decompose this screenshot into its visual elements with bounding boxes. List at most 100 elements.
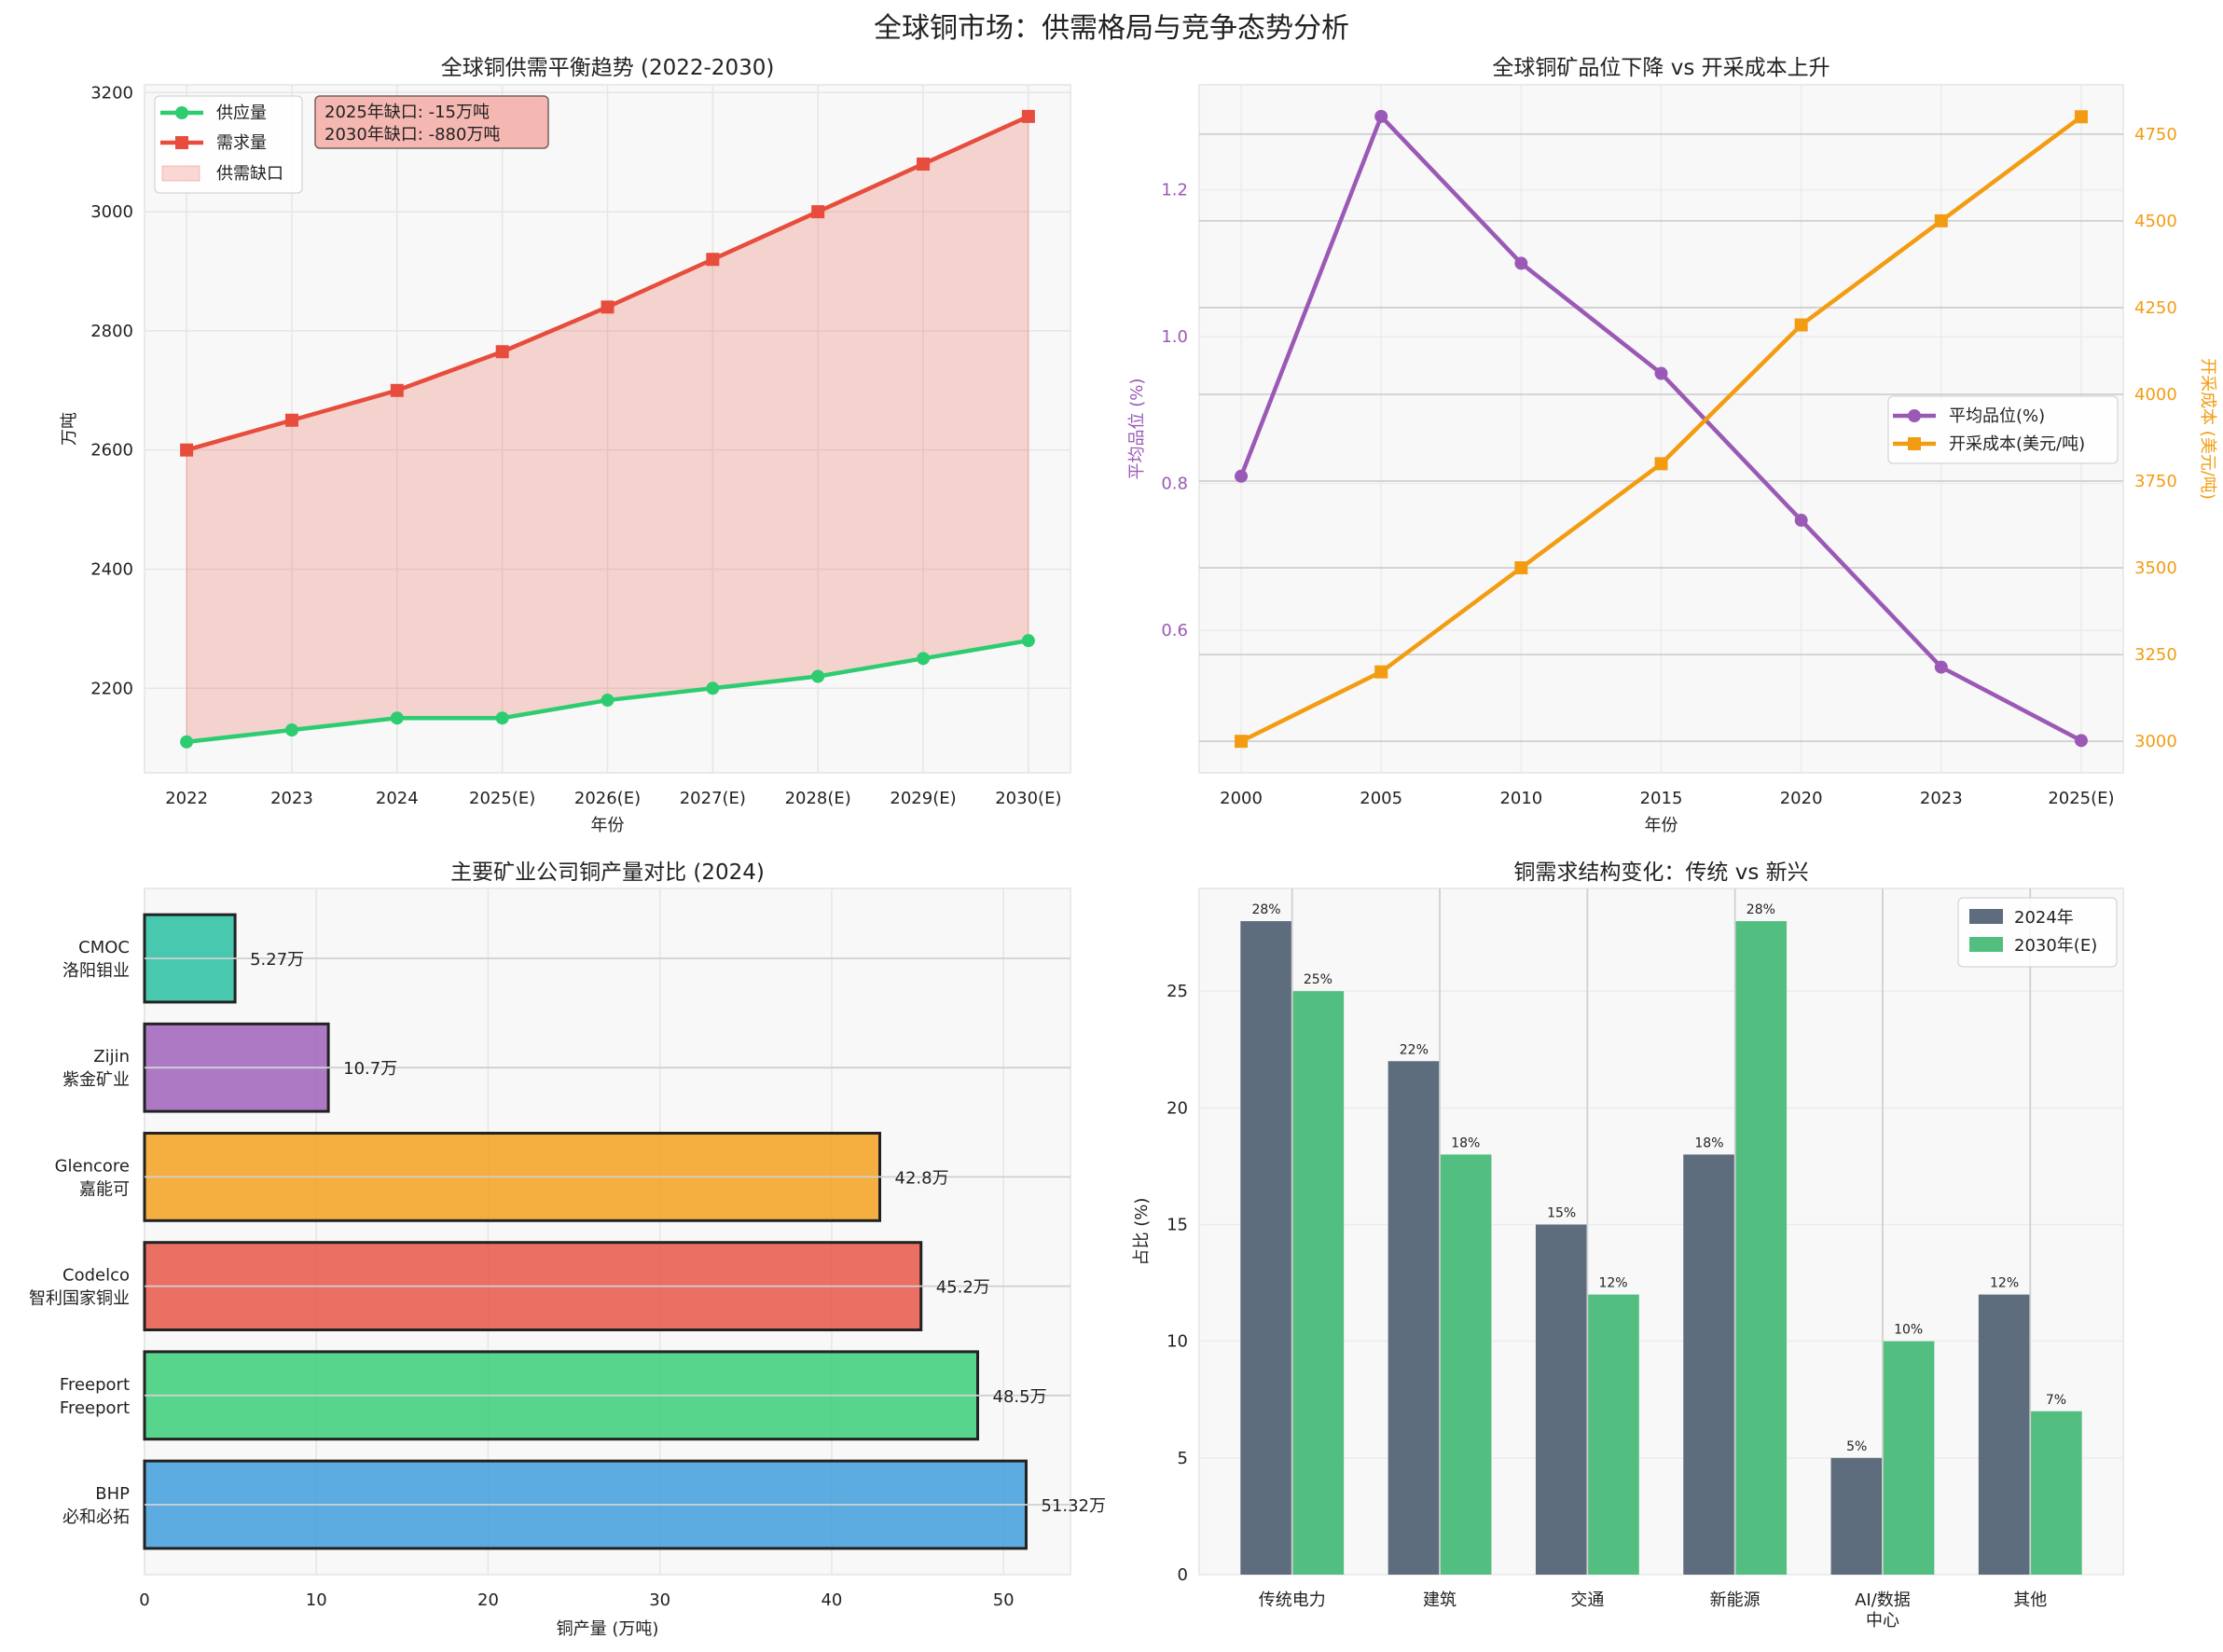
legend-label: 平均品位(%) (1949, 406, 2045, 426)
data-point (1235, 735, 1249, 749)
data-point (1794, 318, 1808, 332)
company-production-chart: 0 10 20 30 40 50 51.32万 BHP 必和必拓 48.5万 Freeport Fre… (29, 860, 1106, 1639)
bar-value-label: 48.5万 (993, 1387, 1047, 1407)
data-point (180, 443, 194, 457)
y-tick-label-right: 4250 (2134, 298, 2177, 318)
suptitle: 全球铜市场：供需格局与竞争态势分析 (874, 12, 1349, 45)
y-tick-label-left: 0.8 (1161, 475, 1188, 494)
x-tick-label: 0 (139, 1590, 149, 1610)
x-axis-label: 年份 (591, 816, 625, 835)
x-tick-label: 2024 (376, 789, 419, 808)
x-tick-label: 2025(E) (469, 789, 535, 808)
bar (1734, 921, 1788, 1575)
bar (1440, 1154, 1492, 1575)
y-tick-label: 2200 (90, 679, 133, 698)
bar-value-label: 22% (1400, 1042, 1429, 1057)
data-point (1654, 366, 1668, 380)
plot-area (1198, 888, 2124, 1576)
legend-box (154, 95, 303, 194)
y-tick-label-zh: 紫金矿业 (62, 1070, 130, 1090)
x-tick-label: 中心 (1866, 1611, 1899, 1631)
legend-swatch-gap (161, 165, 200, 182)
bar-value-label: 28% (1251, 902, 1280, 917)
bar-value-label: 10.7万 (343, 1059, 397, 1079)
bar-value-label: 7% (2046, 1393, 2066, 1408)
y-tick-label: 3200 (90, 83, 133, 103)
bar-value-label: 45.2万 (936, 1278, 990, 1298)
demand-structure-chart: 0 5 10 15 20 25 28% 22% 15% 18% 5% 12% 25% 18% 12% 28% 1… (1132, 860, 2124, 1631)
legend-marker (175, 136, 188, 149)
data-point (180, 735, 194, 749)
bar-value-label: 5.27万 (250, 950, 304, 970)
y-tick-label-left: 1.2 (1161, 181, 1188, 200)
x-tick-label: 2022 (165, 789, 208, 808)
bar-value-label: 51.32万 (1041, 1496, 1106, 1516)
data-point (2074, 734, 2088, 748)
x-tick-label: 2029(E) (890, 789, 956, 808)
y-tick-label: 5 (1178, 1449, 1188, 1468)
legend-label: 需求量 (216, 133, 267, 153)
data-point (1021, 109, 1035, 123)
y-tick-label-en: Zijin (93, 1047, 130, 1067)
annotation-text: 2025年缺口: -15万吨 (324, 103, 490, 122)
y-tick-label-left: 1.0 (1161, 327, 1188, 347)
y-tick-label-right: 4750 (2134, 125, 2177, 145)
bar (1240, 921, 1292, 1575)
y-tick-label: 2400 (90, 559, 133, 579)
data-point (495, 711, 509, 725)
x-tick-label: 2020 (1780, 789, 1823, 808)
x-tick-label: 2028(E) (785, 789, 851, 808)
data-point (390, 383, 404, 397)
bar-value-label: 15% (1547, 1205, 1576, 1220)
y-tick-label: 2600 (90, 441, 133, 461)
chart-title: 铜需求结构变化：传统 vs 新兴 (1513, 860, 1808, 885)
x-tick-label: 传统电力 (1259, 1590, 1326, 1610)
x-tick-label: 50 (993, 1590, 1015, 1610)
y-tick-label-en: CMOC (78, 938, 130, 957)
legend-marker (175, 106, 188, 119)
x-tick-label: 10 (306, 1590, 327, 1610)
y-tick-label-right: 3750 (2134, 472, 2177, 491)
y-tick-label: 10 (1167, 1332, 1188, 1352)
data-point (390, 711, 404, 725)
data-point (811, 669, 825, 683)
y-axis-label-right: 开采成本 (美元/吨) (2198, 358, 2217, 500)
data-point (1374, 665, 1388, 679)
bar-value-label: 42.8万 (895, 1168, 949, 1188)
y-tick-label-en: BHP (95, 1484, 130, 1504)
bar (1587, 1294, 1639, 1575)
bar-value-label: 5% (1846, 1439, 1867, 1454)
x-tick-label: 2026(E) (574, 789, 641, 808)
x-tick-label: 2023 (270, 789, 313, 808)
data-point (1794, 514, 1808, 528)
data-point (1934, 213, 1948, 227)
bar (1388, 1061, 1441, 1575)
y-tick-label-zh: 嘉能可 (79, 1179, 130, 1199)
x-tick-label: 其他 (2013, 1590, 2047, 1610)
bar (2030, 1411, 2082, 1575)
bar-value-label: 28% (1747, 902, 1775, 917)
x-axis-label: 年份 (1645, 816, 1678, 835)
x-tick-label: 2023 (1920, 789, 1963, 808)
data-point (1934, 660, 1948, 674)
chart-title: 全球铜矿品位下降 vs 开采成本上升 (1492, 56, 1829, 80)
legend-marker (1908, 437, 1921, 450)
x-tick-label: 建筑 (1423, 1590, 1457, 1610)
bar (1882, 1341, 1935, 1575)
data-point (1235, 469, 1249, 483)
bar-value-label: 25% (1304, 972, 1332, 987)
x-tick-label: 新能源 (1710, 1590, 1760, 1610)
data-point (1514, 256, 1528, 270)
x-tick-label: 2030(E) (995, 789, 1061, 808)
bar (1978, 1294, 2031, 1575)
legend-label: 供需缺口 (216, 164, 283, 184)
x-axis-label: 铜产量 (万吨) (557, 1619, 659, 1639)
y-tick-label-en: Freeport (60, 1375, 130, 1395)
y-tick-label-right: 3000 (2134, 732, 2177, 751)
y-tick-label-en: Glencore (55, 1156, 130, 1176)
x-tick-label: AI/数据 (1855, 1590, 1911, 1610)
x-tick-label: 2025(E) (2048, 789, 2114, 808)
data-point (1654, 457, 1668, 471)
